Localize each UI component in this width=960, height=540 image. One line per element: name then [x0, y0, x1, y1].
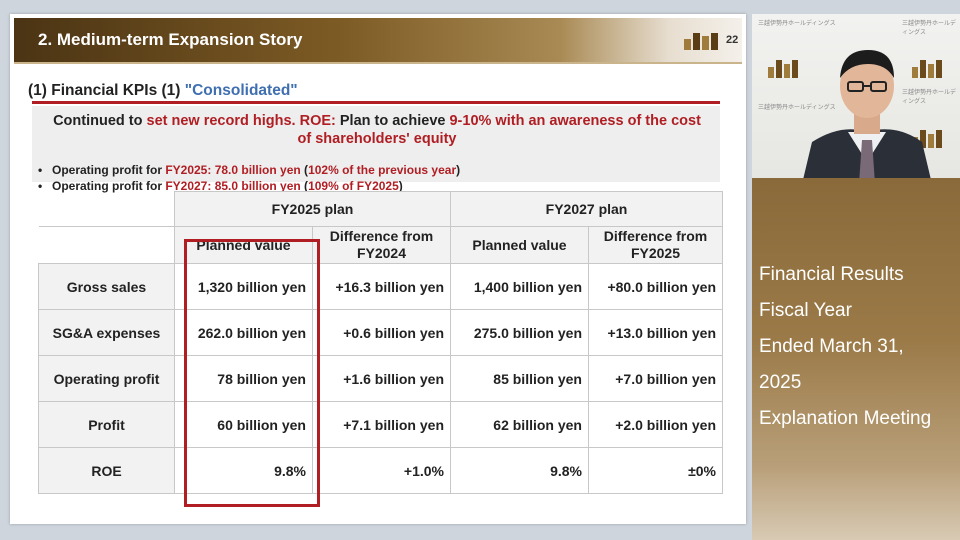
title-rule: [32, 101, 720, 104]
group-header: FY2025 plan: [174, 191, 451, 227]
speaker-figure: [803, 50, 931, 178]
backdrop-logo-icon: [912, 60, 946, 78]
summary-bullet: • Operating profit for FY2025: 78.0 billi…: [38, 163, 461, 177]
event-info-line: Financial Results: [759, 264, 904, 285]
summary-bullet: • Operating profit for FY2027: 85.0 billi…: [38, 179, 403, 193]
table-cell: 1,400 billion yen: [450, 263, 589, 310]
event-info-panel: Financial Results Fiscal Year Ended Marc…: [752, 178, 960, 540]
speaker-video: 三越伊勢丹ホールディングス 三越伊勢丹ホールディングス 三越伊勢丹ホールディング…: [752, 14, 960, 178]
group-header: FY2027 plan: [450, 191, 723, 227]
watermark-text: 三越伊勢丹ホールディングス: [758, 105, 836, 111]
table-cell: 262.0 billion yen: [174, 309, 313, 356]
row-label: ROE: [38, 447, 175, 494]
watermark-text: 三越伊勢丹ホールディングス: [758, 21, 836, 27]
table-cell: +16.3 billion yen: [312, 263, 451, 310]
presentation-slide: 2. Medium-term Expansion Story 22 (1) Fi…: [10, 14, 746, 524]
table-cell: 60 billion yen: [174, 401, 313, 448]
row-label: Gross sales: [38, 263, 175, 310]
table-cell: 62 billion yen: [450, 401, 589, 448]
table-cell: 1,320 billion yen: [174, 263, 313, 310]
table-cell: +0.6 billion yen: [312, 309, 451, 356]
table-cell: 9.8%: [450, 447, 589, 494]
event-info-line: Ended March 31,: [759, 336, 904, 357]
table-cell: +7.0 billion yen: [588, 355, 723, 402]
table-row: Operating profit 78 billion yen +1.6 bil…: [38, 355, 723, 402]
section-title: 2. Medium-term Expansion Story: [38, 30, 303, 49]
table-cell: 85 billion yen: [450, 355, 589, 402]
column-header: Planned value: [450, 226, 589, 264]
table-cell: +7.1 billion yen: [312, 401, 451, 448]
backdrop-logo-icon: [768, 60, 802, 78]
table-cell: 275.0 billion yen: [450, 309, 589, 356]
row-label: SG&A expenses: [38, 309, 175, 356]
table-cell: ±0%: [588, 447, 723, 494]
table-row: Profit 60 billion yen +7.1 billion yen 6…: [38, 401, 723, 448]
table-cell: 9.8%: [174, 447, 313, 494]
event-info-line: Fiscal Year: [759, 300, 852, 321]
table-cell: +13.0 billion yen: [588, 309, 723, 356]
table-row: ROE 9.8% +1.0% 9.8% ±0%: [38, 447, 723, 494]
table-cell: +1.6 billion yen: [312, 355, 451, 402]
table-cell: +2.0 billion yen: [588, 401, 723, 448]
row-label: Profit: [38, 401, 175, 448]
table-cell: +1.0%: [312, 447, 451, 494]
header-divider: [14, 62, 742, 64]
company-logo-icon: [684, 33, 720, 50]
row-label: Operating profit: [38, 355, 175, 402]
event-info-line: Explanation Meeting: [759, 408, 932, 429]
column-header: Difference from FY2024: [312, 226, 451, 264]
table-cell: 78 billion yen: [174, 355, 313, 402]
watermark-text: 三越伊勢丹ホールディングス: [902, 21, 957, 36]
kpi-title: (1) Financial KPIs (1) "Consolidated": [28, 82, 298, 99]
watermark-text: 三越伊勢丹ホールディングス: [902, 90, 957, 105]
column-header: Planned value: [174, 226, 313, 264]
consolidated-label: "Consolidated": [184, 82, 298, 99]
page-number: 22: [726, 34, 739, 46]
column-header: Difference from FY2025: [588, 226, 723, 264]
summary-headline: Continued to set new record highs. ROE: …: [53, 113, 701, 147]
kpi-table: FY2025 plan FY2027 plan Planned value Di…: [38, 191, 723, 494]
summary-box: Continued to set new record highs. ROE: …: [32, 106, 720, 193]
slide-header: 2. Medium-term Expansion Story 22: [14, 18, 742, 62]
event-info-line: 2025: [759, 372, 802, 393]
table-row: Gross sales 1,320 billion yen +16.3 bill…: [38, 263, 723, 310]
table-cell: +80.0 billion yen: [588, 263, 723, 310]
table-row: SG&A expenses 262.0 billion yen +0.6 bil…: [38, 309, 723, 356]
